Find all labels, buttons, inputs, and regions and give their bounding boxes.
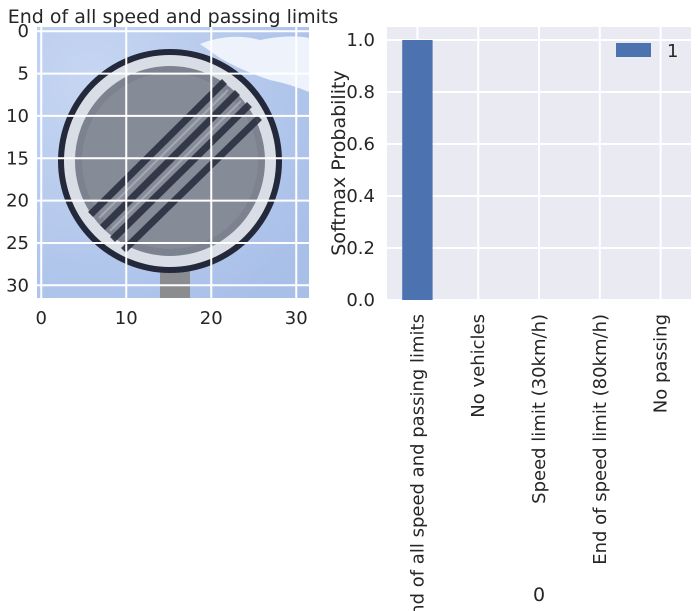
y-tick-label: 0.4 [346, 186, 375, 207]
image-x-tick-label: 0 [36, 308, 47, 329]
y-tick-label: 0.6 [346, 134, 375, 155]
image-x-tick-label: 20 [200, 308, 223, 329]
y-axis-label: Softmax Probability [328, 70, 350, 255]
sign-image [37, 27, 309, 298]
image-axes: 0 10 20 30 0 5 10 15 20 25 30 [6, 21, 308, 329]
legend: 1 [616, 41, 678, 62]
legend-label: 1 [667, 41, 678, 62]
bar [402, 40, 433, 300]
x-tick-label: No vehicles [468, 314, 489, 418]
y-tick-label: 0.2 [346, 238, 375, 259]
y-tick-label: 0.8 [346, 82, 375, 103]
y-tick-labels: 0.0 0.2 0.4 0.6 0.8 1.0 [346, 30, 375, 311]
image-grid [37, 27, 309, 298]
image-y-tick-label: 0 [18, 21, 29, 42]
x-axis-label: 0 [533, 584, 545, 606]
image-y-tick-label: 15 [6, 148, 29, 169]
x-tick-label: No passing [651, 314, 672, 413]
image-y-tick-label: 30 [6, 275, 29, 296]
image-x-tick-label: 30 [285, 308, 308, 329]
legend-swatch [616, 43, 651, 57]
image-title: End of all speed and passing limits [8, 6, 339, 28]
image-y-tick-label: 20 [6, 191, 29, 212]
y-tick-label: 1.0 [346, 30, 375, 51]
bar-layer [402, 40, 433, 300]
y-tick-label: 0.0 [346, 290, 375, 311]
x-tick-label: End of all speed and passing limits [407, 314, 428, 611]
image-y-tick-label: 25 [6, 233, 29, 254]
x-tick-label: Speed limit (30km/h) [529, 314, 550, 504]
image-y-tick-label: 10 [6, 106, 29, 127]
x-tick-labels: End of all speed and passing limits No ve… [407, 314, 671, 611]
x-tick-label: End of speed limit (80km/h) [590, 314, 611, 565]
image-y-tick-label: 5 [18, 64, 29, 85]
image-x-tick-label: 10 [115, 308, 138, 329]
